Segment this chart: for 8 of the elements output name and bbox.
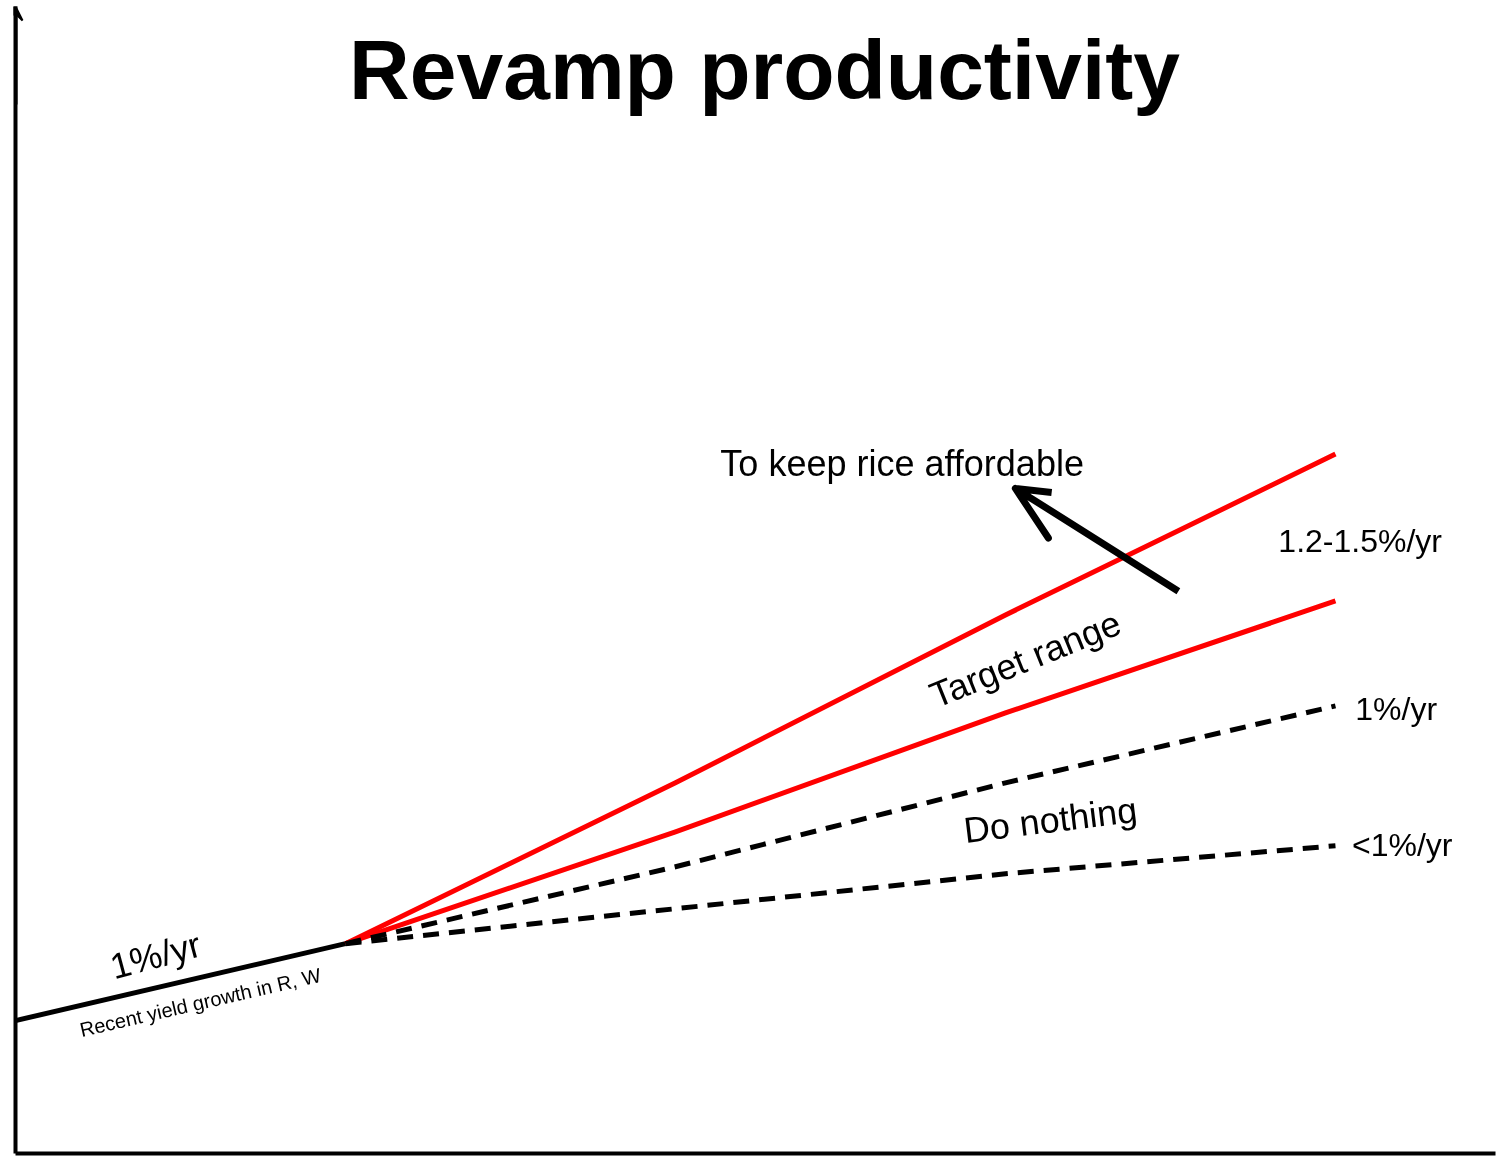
- chart-title: Revamp productivity: [349, 22, 1181, 117]
- annotation: 1%/yr: [105, 923, 206, 988]
- annotation: To keep rice affordable: [720, 443, 1084, 485]
- annotation: <1%/yr: [1351, 827, 1453, 864]
- annotation: Do nothing: [961, 788, 1140, 851]
- annotation: Target range: [923, 602, 1127, 716]
- annotation: 1%/yr: [1355, 691, 1438, 728]
- annotation: 1.2-1.5%/yr: [1278, 522, 1443, 559]
